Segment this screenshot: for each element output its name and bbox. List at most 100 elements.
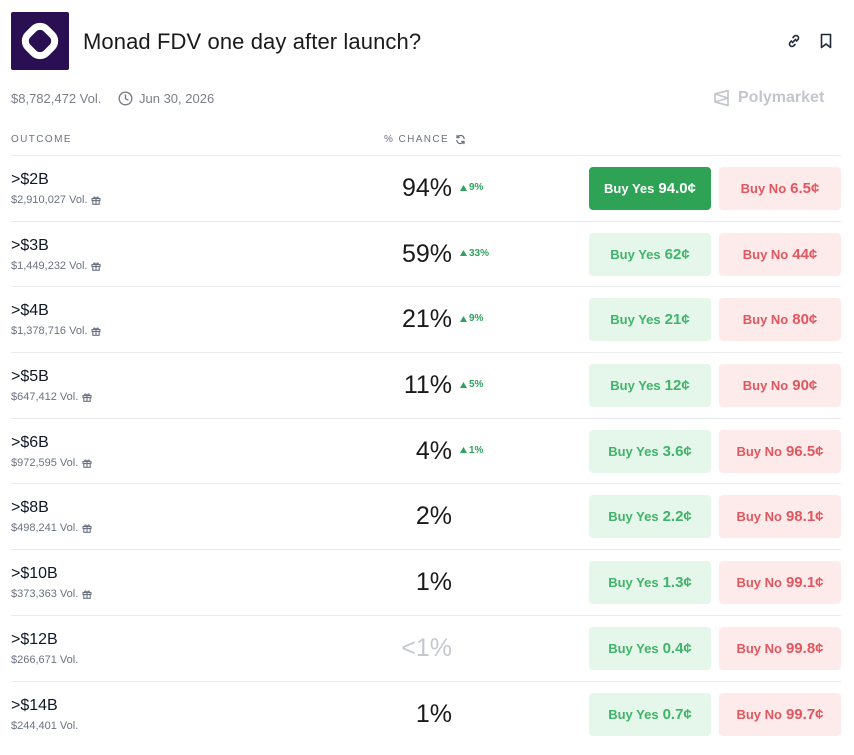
buy-yes-label: Buy Yes [608, 575, 659, 591]
outcome-volume: $647,412 Vol. [11, 391, 92, 403]
market-volume: $8,782,472 Vol. [11, 91, 102, 106]
outcome-volume-text: $244,401 Vol. [11, 719, 79, 732]
buy-no-price: 96.5¢ [785, 442, 824, 460]
buy-yes-button[interactable]: Buy Yes 2.2¢ [589, 495, 711, 539]
outcome-volume-text: $498,241 Vol. [11, 522, 79, 535]
market-date: Jun 30, 2026 [118, 91, 214, 106]
outcome-row[interactable]: >$2B $2,910,027 Vol. 94% 9% Buy Yes 94.0¢ Buy … [11, 155, 841, 221]
gift-icon[interactable] [82, 523, 92, 534]
buy-yes-price: 0.7¢ [662, 705, 692, 723]
outcome-label: >$14B [11, 696, 58, 714]
gift-icon[interactable] [91, 195, 102, 205]
market-logo [11, 12, 69, 70]
buy-yes-price: 2.2¢ [662, 508, 692, 526]
buy-yes-button[interactable]: Buy Yes 0.4¢ [589, 626, 711, 670]
buy-no-button[interactable]: Buy No 99.8¢ [719, 626, 841, 670]
buy-yes-button[interactable]: Buy Yes 62¢ [589, 232, 711, 276]
outcome-volume: $1,449,232 Vol. [11, 259, 102, 272]
buy-no-button[interactable]: Buy No 90¢ [719, 364, 841, 408]
outcome-row[interactable]: >$5B $647,412 Vol. 11% 5% Buy Yes 12¢ Buy No 90… [11, 352, 841, 418]
outcome-label: >$5B [11, 368, 49, 386]
buy-yes-button[interactable]: Buy Yes 1.3¢ [589, 561, 711, 605]
outcome-row[interactable]: >$4B $1,378,716 Vol. 21% 9% Buy Yes 21¢ Buy No… [11, 286, 841, 352]
buy-no-label: Buy No [736, 509, 782, 525]
buy-yes-label: Buy Yes [610, 378, 661, 394]
buy-no-button[interactable]: Buy No 99.1¢ [719, 561, 841, 605]
buy-yes-label: Buy Yes [608, 509, 659, 525]
chance-column-label: % CHANCE [384, 134, 450, 145]
buy-no-label: Buy No [740, 181, 787, 196]
buy-yes-button[interactable]: Buy Yes 0.7¢ [589, 692, 711, 736]
up-arrow-icon [460, 381, 467, 388]
refresh-icon[interactable] [455, 134, 466, 145]
outcome-label: >$3B [11, 236, 49, 254]
gift-icon[interactable] [91, 326, 102, 337]
polymarket-brand[interactable]: Polymarket [712, 88, 824, 108]
buy-no-label: Buy No [742, 378, 789, 394]
outcome-chance: 1% [415, 568, 452, 597]
buy-no-price: 6.5¢ [790, 180, 820, 197]
buy-no-button[interactable]: Buy No 80¢ [719, 298, 841, 342]
link-icon[interactable] [786, 33, 802, 54]
buy-no-button[interactable]: Buy No 44¢ [719, 232, 841, 276]
buy-yes-price: 21¢ [664, 311, 690, 329]
buy-yes-label: Buy Yes [610, 246, 661, 262]
chance-delta-text: 33% [469, 247, 490, 259]
gift-icon[interactable] [82, 458, 92, 468]
outcome-row[interactable]: >$8B $498,241 Vol. 2% Buy Yes 2.2¢ Buy No 98.1… [11, 483, 841, 549]
chance-delta: 9% [460, 182, 483, 193]
chance-column-header[interactable]: % CHANCE [384, 134, 466, 145]
outcome-row[interactable]: >$6B $972,595 Vol. 4% 1% Buy Yes 3.6¢ Buy No 96… [11, 417, 841, 484]
outcome-volume: $1,378,716 Vol. [11, 325, 102, 337]
bookmark-icon[interactable] [819, 33, 833, 54]
buy-yes-label: Buy Yes [608, 443, 659, 459]
gift-icon[interactable] [82, 589, 92, 599]
buy-no-label: Buy No [742, 246, 789, 262]
buy-yes-price: 94.0¢ [658, 180, 696, 197]
outcome-row[interactable]: >$12B $266,671 Vol. <1% Buy Yes 0.4¢ Buy No 99… [11, 614, 841, 681]
buy-yes-label: Buy Yes [608, 640, 659, 656]
outcome-column-header: OUTCOME [11, 134, 72, 145]
outcome-row[interactable]: >$14B $244,401 Vol. 1% Buy Yes 0.7¢ Buy No 99.… [11, 680, 841, 747]
outcome-column-label: OUTCOME [11, 134, 72, 145]
chance-delta: 5% [460, 379, 483, 390]
up-arrow-icon [460, 447, 467, 454]
buy-no-label: Buy No [736, 575, 782, 591]
buy-no-button[interactable]: Buy No 99.7¢ [719, 692, 841, 736]
gift-icon[interactable] [82, 392, 92, 402]
buy-yes-button[interactable]: Buy Yes 94.0¢ [589, 167, 711, 210]
buy-no-price: 80¢ [792, 311, 818, 329]
buy-no-button[interactable]: Buy No 98.1¢ [719, 495, 841, 539]
buy-no-label: Buy No [736, 640, 782, 656]
outcome-label: >$10B [11, 565, 58, 583]
chance-delta: 33% [460, 248, 489, 259]
chance-delta-text: 9% [469, 182, 484, 193]
outcome-chance: 2% [415, 502, 452, 531]
outcome-label: >$8B [11, 499, 49, 517]
outcome-volume-text: $266,671 Vol. [11, 653, 79, 666]
buy-no-label: Buy No [736, 443, 782, 459]
buy-no-button[interactable]: Buy No 6.5¢ [719, 167, 841, 210]
buy-no-price: 99.8¢ [785, 639, 824, 657]
chance-delta-text: 5% [469, 379, 484, 391]
outcome-row[interactable]: >$3B $1,449,232 Vol. 59% 33% Buy Yes 62¢ Buy N… [11, 220, 841, 287]
buy-yes-button[interactable]: Buy Yes 21¢ [589, 298, 711, 342]
outcome-volume-text: $1,449,232 Vol. [11, 259, 88, 272]
polymarket-brand-text: Polymarket [738, 89, 825, 106]
gift-icon[interactable] [91, 261, 102, 271]
buy-yes-label: Buy Yes [608, 706, 659, 722]
buy-no-button[interactable]: Buy No 96.5¢ [719, 429, 841, 473]
buy-no-label: Buy No [742, 312, 789, 328]
outcome-chance: 11% [403, 371, 452, 400]
buy-yes-button[interactable]: Buy Yes 12¢ [589, 364, 711, 408]
chance-delta: 1% [460, 445, 483, 456]
outcome-row[interactable]: >$10B $373,363 Vol. 1% Buy Yes 1.3¢ Buy No 99.… [11, 549, 841, 615]
buy-yes-button[interactable]: Buy Yes 3.6¢ [589, 429, 711, 473]
outcome-label: >$2B [11, 171, 49, 188]
outcome-chance: 21% [401, 305, 452, 334]
outcome-volume-text: $647,412 Vol. [11, 391, 79, 404]
buy-no-price: 98.1¢ [785, 508, 824, 526]
polymarket-logo-icon [714, 89, 729, 107]
monad-logo-icon [21, 22, 59, 60]
buy-yes-price: 12¢ [664, 377, 690, 395]
